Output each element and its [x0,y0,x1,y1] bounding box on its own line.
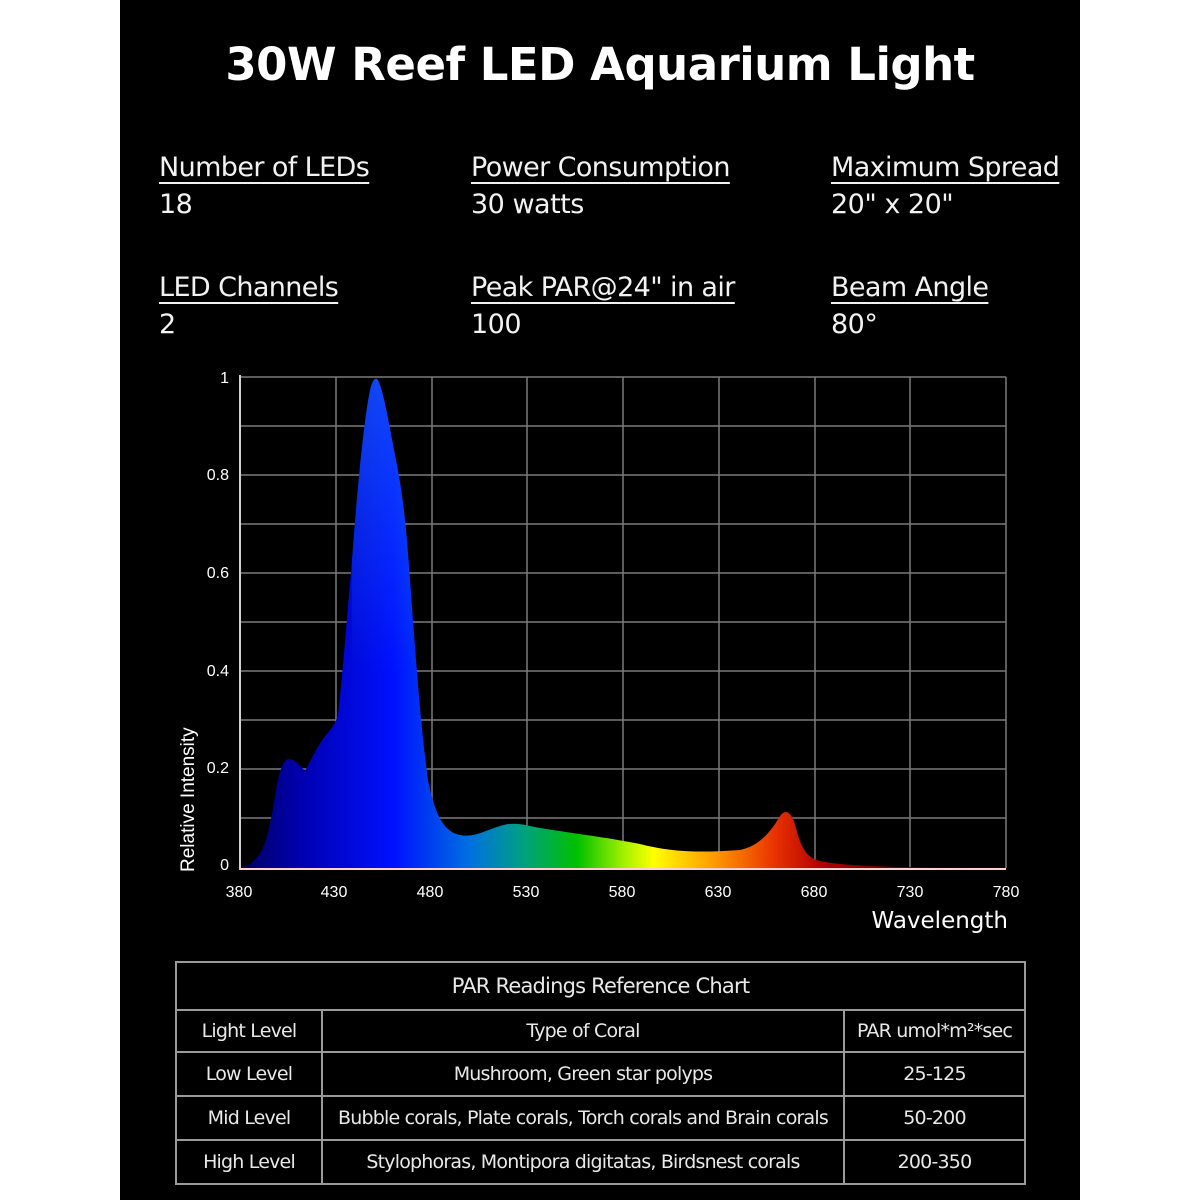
table-caption: PAR Readings Reference Chart [175,961,1026,1011]
cell-coral-type: Bubble corals, Plate corals, Torch coral… [321,1095,845,1141]
x-tick-label: 730 [897,884,924,901]
spec-label: Peak PAR@24" in air [471,272,735,303]
y-tick-labels: 1 0.8 0.6 0.4 0.2 0 [207,370,229,874]
y-tick-label: 1 [220,370,229,387]
x-tick-label: 780 [993,884,1020,901]
cell-coral-type: Stylophoras, Montipora digitatas, Birdsn… [321,1139,845,1185]
cell-light-level: High Level [175,1139,323,1185]
spectrum-chart: 1 0.8 0.6 0.4 0.2 0 380 430 480 530 580 … [178,370,1020,934]
spec-label: LED Channels [159,272,339,303]
x-tick-label: 530 [513,884,540,901]
column-header-light-level: Light Level [175,1009,323,1053]
spec-value: 100 [471,309,522,340]
y-tick-label: 0.8 [207,467,229,484]
table-row: High Level Stylophoras, Montipora digita… [175,1139,1026,1185]
table-row: Mid Level Bubble corals, Plate corals, T… [175,1095,1026,1141]
spec-label: Beam Angle [831,272,989,303]
y-axis-title: Relative Intensity [178,727,199,872]
y-tick-label: 0 [220,857,229,874]
spec-value: 80° [831,309,878,340]
column-header-type-of-coral: Type of Coral [321,1009,845,1053]
x-tick-label: 380 [226,884,253,901]
column-header-par: PAR umol*m²*sec [843,1009,1026,1053]
peak-highlight [352,378,416,700]
spec-value: 2 [159,309,176,340]
x-tick-label: 630 [705,884,732,901]
x-tick-label: 580 [609,884,636,901]
cell-par-range: 50-200 [843,1095,1026,1141]
cell-par-range: 25-125 [843,1051,1026,1097]
table-row: Low Level Mushroom, Green star polyps 25… [175,1051,1026,1097]
spec-led-channels: LED Channels 2 [159,272,339,340]
x-tick-labels: 380 430 480 530 580 630 680 730 780 [226,884,1020,901]
spec-label: Number of LEDs [159,152,370,183]
spec-beam-angle: Beam Angle 80° [831,272,989,340]
par-reference-table: PAR Readings Reference Chart Light Level… [175,961,1026,1185]
cell-light-level: Mid Level [175,1095,323,1141]
spec-value: 18 [159,189,193,220]
x-tick-label: 480 [417,884,444,901]
spec-maximum-spread: Maximum Spread 20" x 20" [831,152,1060,220]
spec-peak-par: Peak PAR@24" in air 100 [471,272,735,340]
spec-number-of-leds: Number of LEDs 18 [159,152,370,220]
spec-label: Power Consumption [471,152,730,183]
y-tick-label: 0.4 [207,663,229,680]
spec-power-consumption: Power Consumption 30 watts [471,152,730,220]
x-tick-label: 430 [321,884,348,901]
spec-value: 30 watts [471,189,584,220]
cell-par-range: 200-350 [843,1139,1026,1185]
cell-coral-type: Mushroom, Green star polyps [321,1051,845,1097]
y-tick-label: 0.2 [207,760,229,777]
spec-value: 20" x 20" [831,189,954,220]
cell-light-level: Low Level [175,1051,323,1097]
x-tick-label: 680 [801,884,828,901]
page-title: 30W Reef LED Aquarium Light [225,38,975,91]
x-axis-title: Wavelength [872,908,1008,934]
spec-label: Maximum Spread [831,152,1060,183]
y-tick-label: 0.6 [207,565,229,582]
